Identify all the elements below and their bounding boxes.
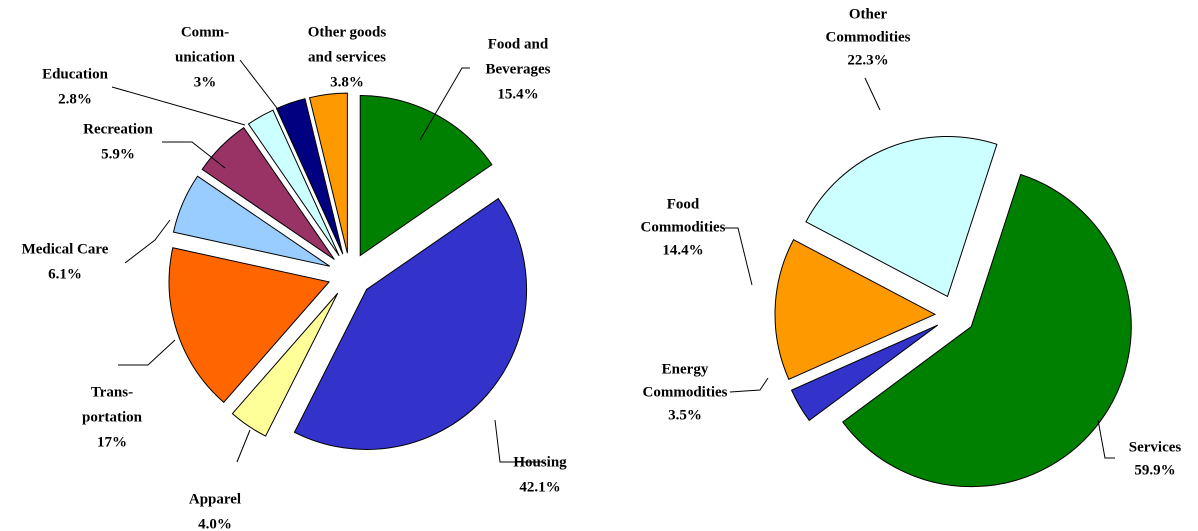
- value-label: 3.8%: [330, 74, 364, 90]
- pie-slice: [842, 173, 1132, 488]
- leader-line: [124, 219, 171, 264]
- slice-label: Comm-: [181, 24, 229, 40]
- slice-label: Apparel: [189, 491, 241, 507]
- slice-label: Beverages: [486, 61, 551, 77]
- leader-line: [111, 86, 246, 126]
- leader-line: [118, 339, 176, 366]
- slice-label: Services: [1129, 439, 1182, 455]
- slice-label: Recreation: [83, 121, 153, 137]
- slice-label: Food: [667, 196, 700, 212]
- value-label: 42.1%: [519, 479, 560, 495]
- value-label: 17%: [97, 434, 127, 450]
- leader-line: [725, 227, 753, 286]
- leader-line: [1097, 419, 1115, 459]
- value-label: 4.0%: [198, 516, 232, 531]
- slice-label: Other goods: [308, 24, 387, 40]
- right-pie: Services 59.9% Energy Commodities 3.5% Food Co…: [641, 6, 1182, 488]
- leader-line: [236, 429, 251, 463]
- value-label: 5.9%: [101, 146, 135, 162]
- pie-slice: [805, 135, 998, 298]
- pie-slice: [172, 175, 331, 267]
- pie-slice: [790, 324, 939, 422]
- value-label: 59.9%: [1134, 462, 1175, 478]
- leader-line: [494, 419, 545, 463]
- leader-line: [419, 67, 470, 141]
- pie-slice: [293, 197, 528, 450]
- value-label: 14.4%: [662, 242, 703, 258]
- slice-label: Education: [42, 66, 109, 82]
- leader-line: [729, 377, 769, 393]
- pie-slice: [201, 126, 335, 260]
- slice-label: and services: [308, 49, 386, 65]
- value-label: 2.8%: [58, 91, 92, 107]
- slice-label: Other: [849, 6, 888, 22]
- slice-label: Commodities: [641, 219, 726, 235]
- leader-line: [864, 77, 881, 111]
- pie-slice: [774, 239, 937, 381]
- slice-label: Medical Care: [22, 241, 109, 257]
- value-label: 22.3%: [847, 52, 888, 68]
- pie-slice: [308, 92, 348, 254]
- slice-label: Energy: [662, 361, 709, 377]
- left-pie: Food andBeverages15.4%Housing42.1%Appare…: [22, 24, 568, 531]
- slice-label: portation: [82, 409, 143, 425]
- leader-line: [162, 141, 226, 169]
- value-label: 3%: [194, 74, 217, 90]
- leader-line: [239, 59, 281, 113]
- pie-slice: [231, 292, 339, 437]
- slice-label: unication: [175, 49, 236, 65]
- pie-slice: [168, 247, 331, 404]
- slice-label: Commodities: [826, 29, 911, 45]
- slice-label: Commodities: [643, 384, 728, 400]
- slice-label: Food and: [488, 36, 549, 52]
- value-label: 3.5%: [668, 407, 702, 423]
- slice-label: Trans-: [91, 384, 133, 400]
- value-label: 6.1%: [48, 266, 82, 282]
- pie-slice: [247, 109, 340, 257]
- pie-slice: [275, 98, 344, 255]
- pie-slice: [359, 95, 493, 257]
- value-label: 15.4%: [497, 86, 538, 102]
